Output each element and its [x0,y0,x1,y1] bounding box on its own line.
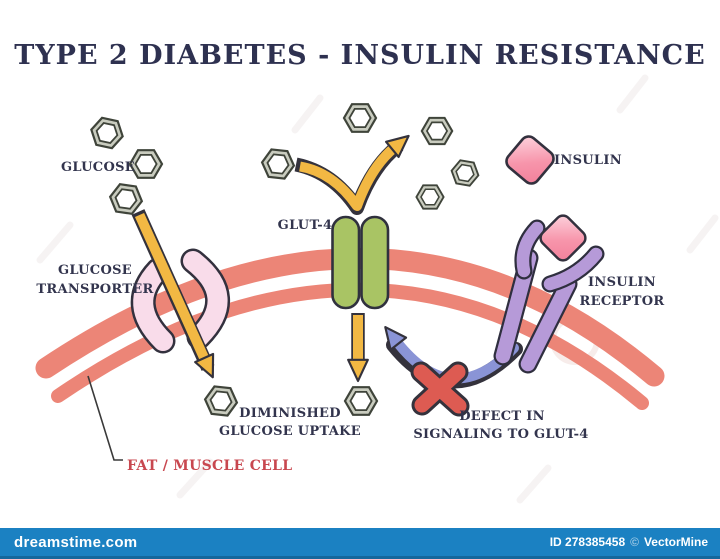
defect-label-line2: SIGNALING TO GLUT-4 [413,427,588,442]
diabetes-diagram: GLUCOSE GLUCOSE TRANSPORTER GLUT-4 INSUL… [35,74,719,504]
glut4-channel-icon [331,215,390,310]
diminished-uptake-label-line2: GLUCOSE UPTAKE [219,424,361,439]
cell-label-leader-line [87,375,123,461]
glucose-label: GLUCOSE [61,160,135,175]
cell-type-label: FAT / MUSCLE CELL [127,458,292,474]
glucose-hexagon-icon [420,116,454,146]
page-title: TYPE 2 DIABETES - INSULIN RESISTANCE [14,40,706,71]
watermark-streaks [36,74,719,504]
glucose-hexagon-icon [342,103,378,133]
insulin-label: INSULIN [554,153,622,168]
insulin-receptor-label-line1: INSULIN [588,275,656,290]
author-name: VectorMine [643,535,708,549]
insulin-docked-icon [536,211,590,265]
glucose-hexagon-icon [259,147,297,181]
glut4-label: GLUT-4 [278,218,333,233]
defect-label-line1: DEFECT IN [459,409,545,424]
insulin-receptor-icon [493,219,578,374]
glucose-entry-arrow [131,209,215,379]
glucose-hexagon-icon [343,386,379,416]
diminished-uptake-label-line1: DIMINISHED [239,406,341,421]
glucose-transporter-icon [130,248,231,354]
image-id: ID 278385458 [549,535,626,549]
glucose-deflected-arrow [294,134,410,215]
insulin-receptor-label-line2: RECEPTOR [580,294,665,309]
insulin-molecule-icon [501,131,559,189]
watermark-bar: dreamstime.com ID 278385458 © VectorMine [0,528,720,559]
glucose-hexagon-icon [202,384,240,418]
insulin-receptor-arm [541,245,605,293]
glucose-hexagon-icon [448,158,482,188]
image-credit: ID 278385458 © VectorMine [550,535,720,549]
glucose-hexagon-icon [87,115,127,151]
glucose-transporter-label-line1: GLUCOSE [58,263,132,278]
blocked-signal-cross-icon [410,361,470,417]
illustration-canvas: TYPE 2 DIABETES - INSULIN RESISTANCE [14,40,719,504]
glucose-hexagon-icon [107,182,145,216]
copyright-icon: © [630,535,639,549]
glucose-transporter-label-line2: TRANSPORTER [36,282,153,297]
site-logo-text: dreamstime.com [14,533,138,551]
glucose-hexagon-icon [415,184,445,210]
